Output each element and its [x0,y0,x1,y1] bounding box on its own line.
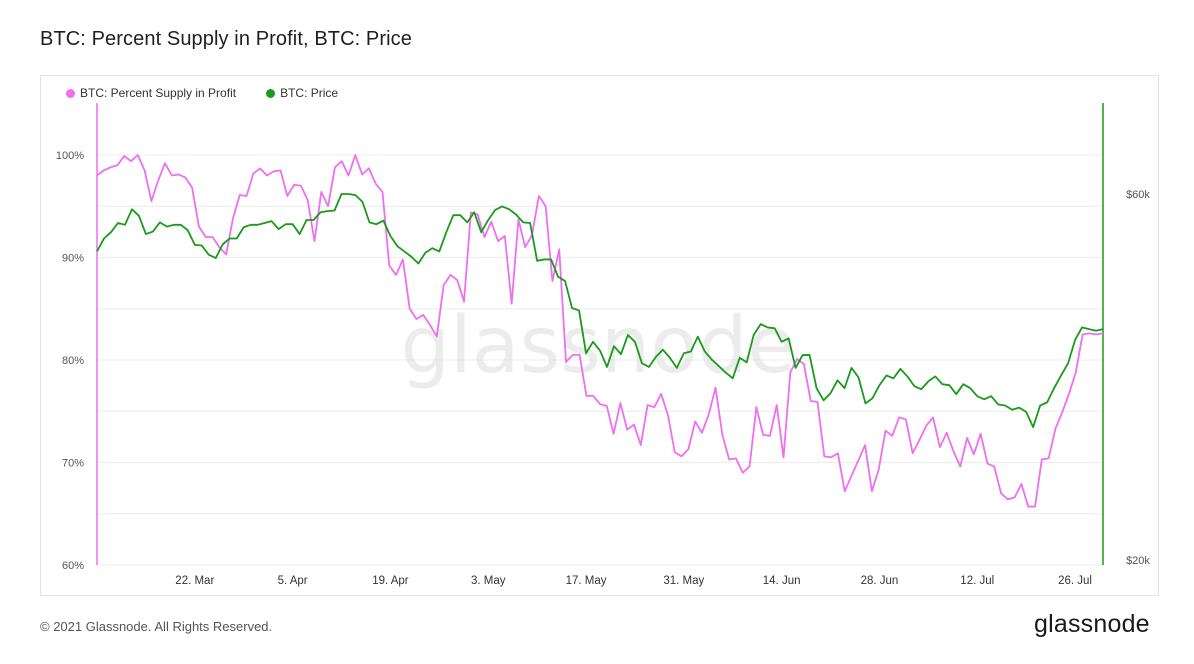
legend-item-supply[interactable]: BTC: Percent Supply in Profit [66,86,236,100]
y-left-tick-label: 90% [62,253,84,265]
glassnode-logo: glassnode [1034,610,1150,638]
chart-frame [40,75,1159,596]
legend-item-price[interactable]: BTC: Price [266,86,338,100]
x-tick-label: 26. Jul [1058,575,1092,587]
x-tick-label: 17. May [566,575,607,587]
series-line-supply-in-profit [96,154,1104,508]
x-tick-label: 28. Jun [861,575,899,587]
legend-label-supply: BTC: Percent Supply in Profit [80,86,237,100]
y-left-tick-label: 60% [62,560,84,572]
x-tick-label: 5. Apr [278,575,308,587]
watermark-text: glassnode [401,301,796,391]
x-tick-label: 14. Jun [763,575,801,587]
legend-dot-supply [66,88,75,98]
x-tick-label: 12. Jul [960,575,994,587]
x-tick-label: 31. May [663,575,704,587]
chart-title: BTC: Percent Supply in Profit, BTC: Pric… [40,28,412,50]
x-tick-label: 19. Apr [372,575,409,587]
legend-label-price: BTC: Price [280,86,339,100]
legend-dot-price [266,88,276,98]
y-left-tick-label: 100% [56,150,84,162]
y-left-tick-label: 80% [62,355,84,367]
x-tick-label: 22. Mar [175,575,214,587]
y-left-tick-label: 70% [62,458,84,470]
copyright-text: © 2021 Glassnode. All Rights Reserved. [40,619,273,634]
chart-legend: BTC: Percent Supply in Profit BTC: Price [66,86,338,100]
y-right-tick-label: $60k [1126,189,1150,201]
x-tick-label: 3. May [471,575,506,587]
series-line-btc-price [96,193,1104,429]
y-right-tick-label: $20k [1126,555,1150,567]
